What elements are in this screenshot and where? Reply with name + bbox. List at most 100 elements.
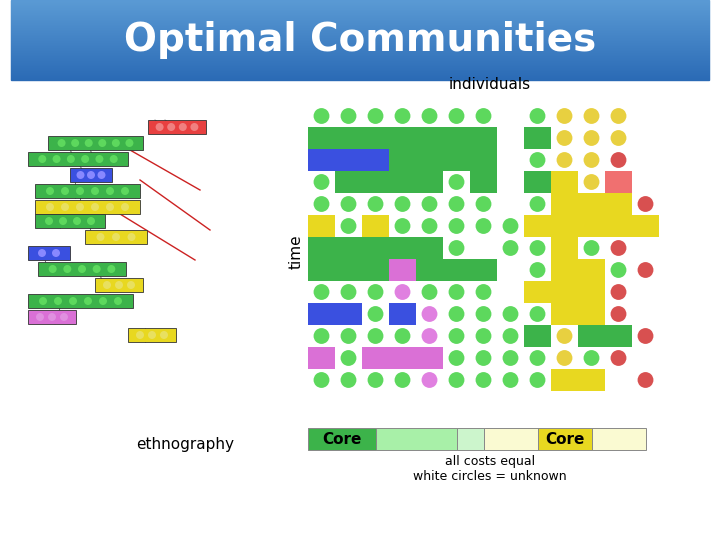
Bar <box>335 303 362 325</box>
Bar <box>524 171 551 193</box>
Bar <box>11 51 709 52</box>
Bar <box>11 62 709 63</box>
Circle shape <box>190 123 199 131</box>
Bar <box>11 66 709 67</box>
Bar <box>11 42 709 43</box>
Circle shape <box>530 196 546 212</box>
Bar <box>308 127 335 149</box>
Circle shape <box>449 218 464 234</box>
Bar <box>308 215 335 237</box>
Circle shape <box>611 152 626 168</box>
Bar <box>11 37 709 38</box>
Bar <box>11 33 709 34</box>
Bar <box>456 428 484 450</box>
Circle shape <box>39 297 47 305</box>
Circle shape <box>91 203 99 211</box>
Bar <box>11 44 709 45</box>
Circle shape <box>368 372 384 388</box>
Bar <box>592 428 646 450</box>
Circle shape <box>476 108 492 124</box>
Bar <box>335 237 362 259</box>
Bar <box>11 74 709 75</box>
Circle shape <box>106 187 114 195</box>
Bar <box>11 25 709 26</box>
Bar <box>11 7 709 8</box>
Bar <box>389 259 416 281</box>
Circle shape <box>107 265 115 273</box>
Circle shape <box>45 217 53 225</box>
Bar <box>11 1 709 2</box>
Bar <box>362 171 389 193</box>
Bar <box>28 246 70 260</box>
Circle shape <box>314 328 330 344</box>
Circle shape <box>114 297 122 305</box>
Bar <box>335 259 362 281</box>
Bar <box>11 45 709 46</box>
Bar <box>11 3 709 4</box>
Circle shape <box>36 313 44 321</box>
Circle shape <box>422 108 438 124</box>
Bar <box>11 18 709 19</box>
Circle shape <box>584 240 600 256</box>
Bar <box>362 149 389 171</box>
Bar <box>524 281 551 303</box>
Bar <box>11 24 709 25</box>
Circle shape <box>341 284 356 300</box>
Circle shape <box>395 218 410 234</box>
Circle shape <box>476 284 492 300</box>
Circle shape <box>127 233 135 241</box>
Bar <box>28 310 76 324</box>
Circle shape <box>638 196 654 212</box>
Circle shape <box>422 218 438 234</box>
Bar <box>470 149 497 171</box>
Bar <box>11 31 709 32</box>
Circle shape <box>156 123 163 131</box>
Bar <box>11 39 709 40</box>
Bar <box>11 68 709 69</box>
Circle shape <box>314 196 330 212</box>
Circle shape <box>584 350 600 366</box>
Bar <box>416 149 443 171</box>
Circle shape <box>395 284 410 300</box>
Bar <box>389 171 416 193</box>
Bar <box>376 428 456 450</box>
Circle shape <box>611 284 626 300</box>
Circle shape <box>38 155 46 163</box>
Circle shape <box>503 328 518 344</box>
Circle shape <box>76 203 84 211</box>
Bar <box>11 58 709 59</box>
Circle shape <box>611 350 626 366</box>
Circle shape <box>557 152 572 168</box>
Circle shape <box>167 123 175 131</box>
Bar <box>11 28 709 29</box>
Bar <box>11 14 709 15</box>
Circle shape <box>115 281 123 289</box>
Circle shape <box>179 123 186 131</box>
Circle shape <box>584 108 600 124</box>
Bar <box>11 65 709 66</box>
Bar <box>11 57 709 58</box>
Bar <box>11 52 709 53</box>
Bar <box>11 75 709 76</box>
Bar <box>389 237 416 259</box>
Circle shape <box>99 297 107 305</box>
Text: time: time <box>289 235 304 269</box>
Circle shape <box>449 240 464 256</box>
Circle shape <box>476 372 492 388</box>
Bar <box>11 64 709 65</box>
Circle shape <box>96 155 104 163</box>
Circle shape <box>61 187 69 195</box>
Bar <box>11 63 709 64</box>
Bar <box>389 127 416 149</box>
Circle shape <box>58 139 66 147</box>
Bar <box>11 69 709 70</box>
Circle shape <box>530 306 546 322</box>
Bar <box>308 259 335 281</box>
Circle shape <box>449 372 464 388</box>
Bar <box>443 259 470 281</box>
Bar <box>605 171 632 193</box>
Circle shape <box>125 139 133 147</box>
Circle shape <box>341 108 356 124</box>
Circle shape <box>449 196 464 212</box>
Bar <box>38 262 126 276</box>
